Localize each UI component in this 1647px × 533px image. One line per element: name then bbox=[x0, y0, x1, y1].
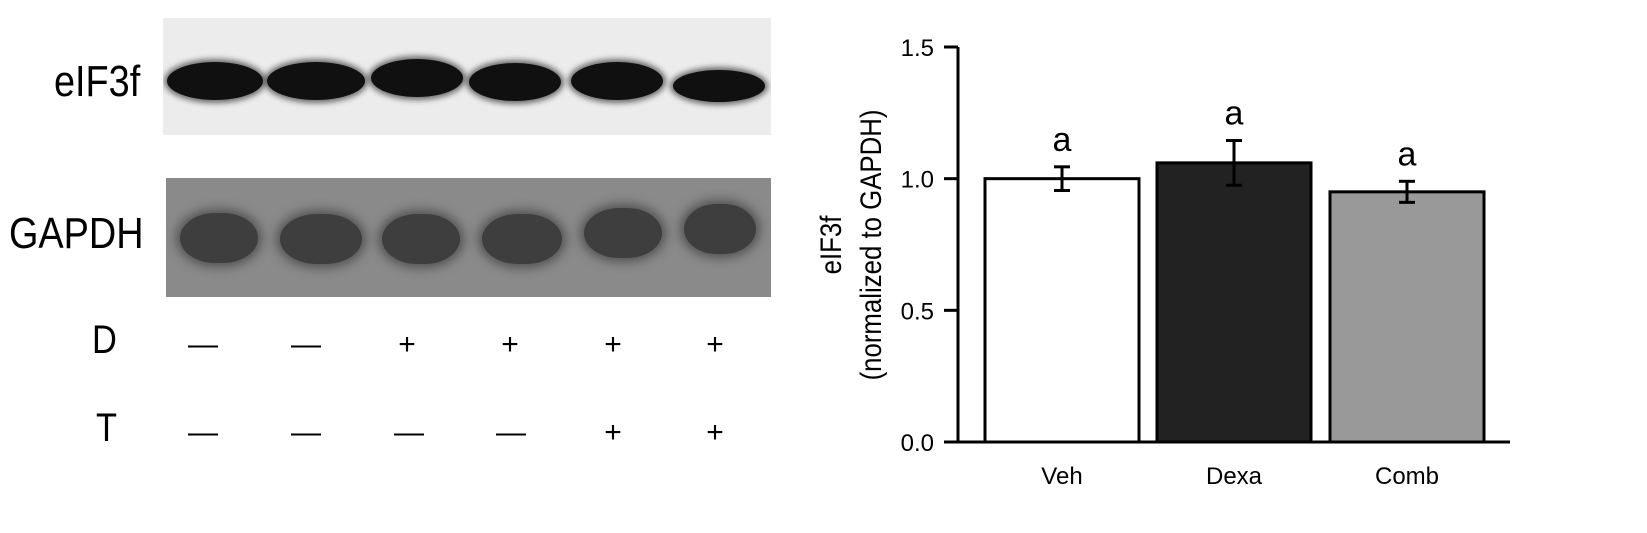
treatment-sign: + bbox=[706, 328, 724, 361]
treatment-sign: — bbox=[291, 416, 321, 449]
x-tick-label: Veh bbox=[1041, 463, 1082, 490]
treatment-label-t: T bbox=[96, 406, 118, 450]
blot-label-gapdh: GAPDH bbox=[9, 209, 144, 258]
significance-label: a bbox=[1398, 135, 1417, 173]
gapdh-band bbox=[180, 213, 258, 263]
significance-label: a bbox=[1053, 121, 1072, 159]
significance-label: a bbox=[1225, 94, 1244, 132]
bar bbox=[983, 177, 1141, 444]
gapdh-band bbox=[684, 204, 756, 254]
bar bbox=[1155, 161, 1313, 444]
y-tick-label: 0.0 bbox=[901, 430, 934, 457]
eif3f-band bbox=[571, 62, 663, 100]
treatment-sign: — bbox=[188, 416, 218, 449]
treatment-sign: + bbox=[604, 328, 622, 361]
x-tick-label: Dexa bbox=[1206, 463, 1263, 490]
eif3f-band bbox=[469, 63, 561, 101]
gapdh-band bbox=[382, 214, 460, 264]
treatment-sign: — bbox=[394, 416, 424, 449]
x-tick-label: Comb bbox=[1375, 463, 1439, 490]
y-axis-label: eIF3f bbox=[814, 215, 847, 274]
y-tick-label: 1.0 bbox=[901, 167, 934, 194]
y-axis-label: (normalized to GAPDH) bbox=[854, 110, 887, 381]
gapdh-band bbox=[584, 208, 662, 258]
treatment-sign: — bbox=[291, 328, 321, 361]
blot-label-eif3f: eIF3f bbox=[54, 57, 141, 106]
eif3f-band bbox=[371, 59, 463, 97]
eif3f-band bbox=[673, 70, 765, 102]
treatment-sign: + bbox=[604, 416, 622, 449]
y-tick-label: 1.5 bbox=[901, 35, 934, 62]
treatment-sign: + bbox=[501, 328, 519, 361]
eif3f-band bbox=[267, 62, 365, 100]
treatment-sign: — bbox=[188, 328, 218, 361]
gapdh-band bbox=[280, 214, 362, 264]
y-tick-label: 0.5 bbox=[901, 298, 934, 325]
treatment-sign: — bbox=[496, 416, 526, 449]
eif3f-blot-image bbox=[163, 18, 771, 135]
eif3f-band bbox=[167, 62, 263, 100]
treatment-sign: + bbox=[398, 328, 416, 361]
gapdh-blot-image bbox=[166, 178, 771, 297]
gapdh-band bbox=[482, 214, 562, 264]
treatment-label-d: D bbox=[92, 318, 117, 362]
bar bbox=[1328, 190, 1486, 444]
eif3f-bar-chart: a Veh a Dexa a Comb 0.0 0.5 1.0 1.5 eIF3f (normaliz… bbox=[814, 35, 1510, 490]
treatment-sign: + bbox=[706, 416, 724, 449]
